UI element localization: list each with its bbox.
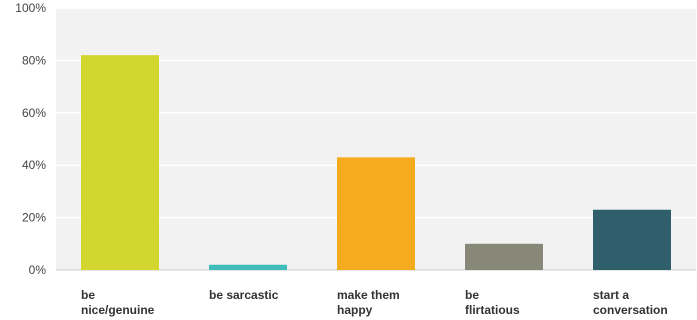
x-category-label-line: be sarcastic	[209, 288, 279, 302]
x-category-label-line: nice/genuine	[81, 303, 155, 317]
x-category-label: be sarcastic	[209, 288, 279, 302]
y-tick-label: 80%	[22, 53, 46, 67]
x-category-label: start a conversation	[593, 288, 668, 317]
x-category-label-line: happy	[337, 303, 373, 317]
x-category-label: be flirtatious	[465, 288, 520, 317]
x-category-label: be nice/genuine	[81, 288, 155, 317]
y-axis: 0% 20% 40% 60% 80% 100%	[15, 1, 46, 277]
x-category-label-line: make them	[337, 288, 400, 302]
x-category-label-line: start a	[593, 288, 629, 302]
x-category-label-line: be	[465, 288, 479, 302]
x-category-label: make them happy	[337, 288, 400, 317]
x-category-label-line: be	[81, 288, 95, 302]
bar	[465, 243, 543, 270]
y-tick-label: 0%	[29, 263, 47, 277]
bar	[337, 157, 415, 270]
bar	[593, 209, 671, 270]
bars	[81, 55, 671, 270]
x-category-label-line: conversation	[593, 303, 668, 317]
bar	[209, 264, 287, 270]
x-category-label-line: flirtatious	[465, 303, 520, 317]
y-tick-label: 40%	[22, 158, 46, 172]
y-tick-label: 20%	[22, 211, 46, 225]
bar	[81, 55, 159, 270]
y-tick-label: 100%	[15, 1, 46, 15]
y-tick-label: 60%	[22, 106, 46, 120]
